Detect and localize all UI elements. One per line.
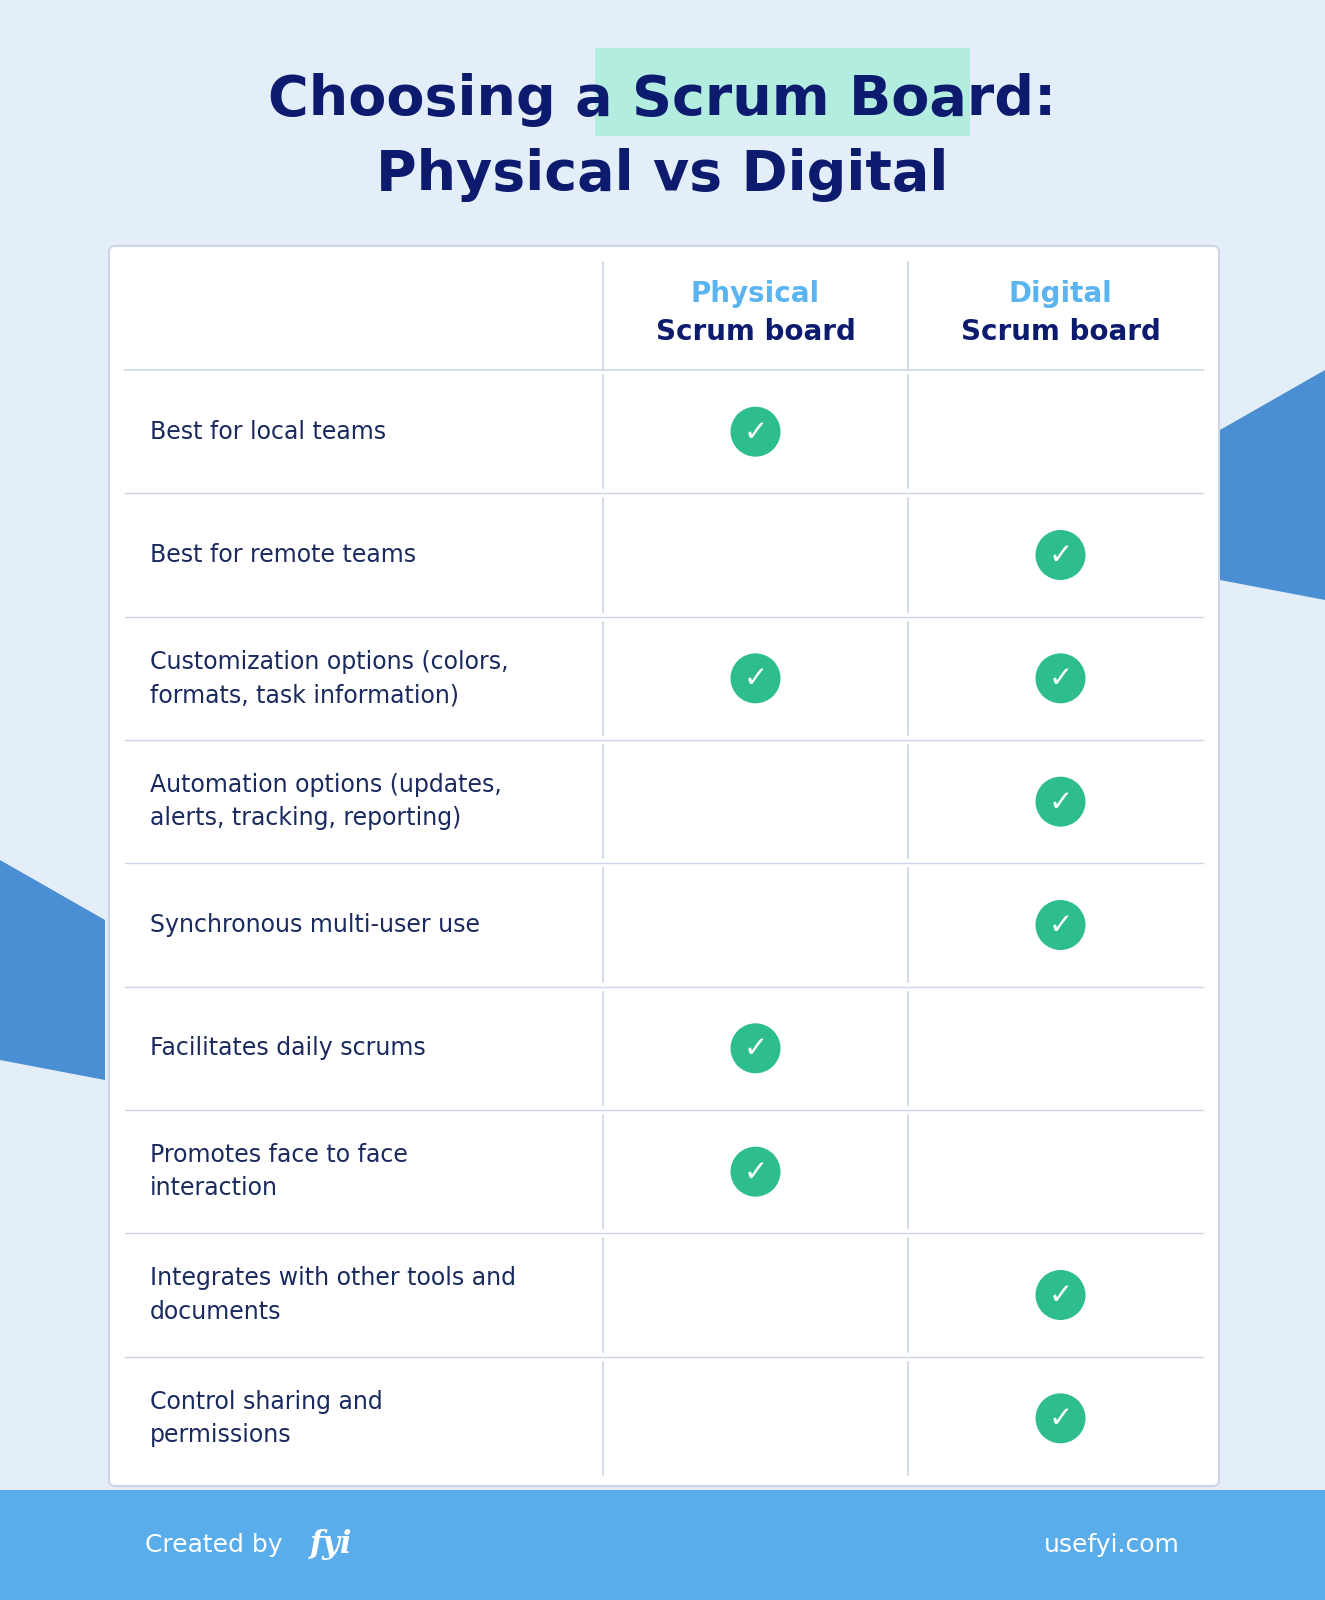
FancyBboxPatch shape — [109, 246, 1219, 1486]
Text: ✓: ✓ — [743, 1158, 767, 1187]
FancyBboxPatch shape — [595, 48, 970, 136]
Text: ✓: ✓ — [1048, 1405, 1073, 1434]
Circle shape — [1036, 899, 1085, 950]
Text: ✓: ✓ — [1048, 542, 1073, 570]
Circle shape — [1036, 1270, 1085, 1320]
Text: Automation options (updates,
alerts, tracking, reporting): Automation options (updates, alerts, tra… — [150, 773, 502, 830]
Text: ✓: ✓ — [1048, 666, 1073, 693]
Text: Best for remote teams: Best for remote teams — [150, 542, 416, 566]
Polygon shape — [0, 861, 105, 1080]
Circle shape — [1036, 653, 1085, 704]
Text: Customization options (colors,
formats, task information): Customization options (colors, formats, … — [150, 650, 509, 707]
Text: Scrum board: Scrum board — [656, 318, 856, 346]
Circle shape — [730, 1147, 780, 1197]
Text: Synchronous multi-user use: Synchronous multi-user use — [150, 914, 480, 938]
Circle shape — [1036, 776, 1085, 827]
Text: ✓: ✓ — [743, 666, 767, 693]
Text: Facilitates daily scrums: Facilitates daily scrums — [150, 1037, 425, 1061]
FancyBboxPatch shape — [0, 1490, 1325, 1600]
Text: ✓: ✓ — [743, 419, 767, 446]
Polygon shape — [1220, 370, 1325, 600]
Text: Best for local teams: Best for local teams — [150, 419, 386, 443]
Text: Choosing a Scrum Board:: Choosing a Scrum Board: — [268, 74, 1056, 126]
Text: ✓: ✓ — [1048, 1282, 1073, 1310]
Text: fyi: fyi — [310, 1530, 352, 1560]
Text: usefyi.com: usefyi.com — [1044, 1533, 1181, 1557]
Text: Promotes face to face
interaction: Promotes face to face interaction — [150, 1142, 408, 1200]
Text: Physical vs Digital: Physical vs Digital — [376, 149, 949, 202]
Circle shape — [730, 653, 780, 704]
Circle shape — [1036, 530, 1085, 579]
Circle shape — [1036, 1394, 1085, 1443]
Text: ✓: ✓ — [1048, 912, 1073, 939]
Text: Created by: Created by — [144, 1533, 290, 1557]
Circle shape — [730, 1024, 780, 1074]
Text: Digital: Digital — [1008, 280, 1113, 307]
Text: Scrum board: Scrum board — [961, 318, 1161, 346]
Text: Physical: Physical — [690, 280, 820, 307]
Text: ✓: ✓ — [743, 1035, 767, 1064]
Text: Control sharing and
permissions: Control sharing and permissions — [150, 1389, 383, 1446]
Text: Integrates with other tools and
documents: Integrates with other tools and document… — [150, 1266, 515, 1323]
Circle shape — [730, 406, 780, 456]
Text: ✓: ✓ — [1048, 789, 1073, 816]
